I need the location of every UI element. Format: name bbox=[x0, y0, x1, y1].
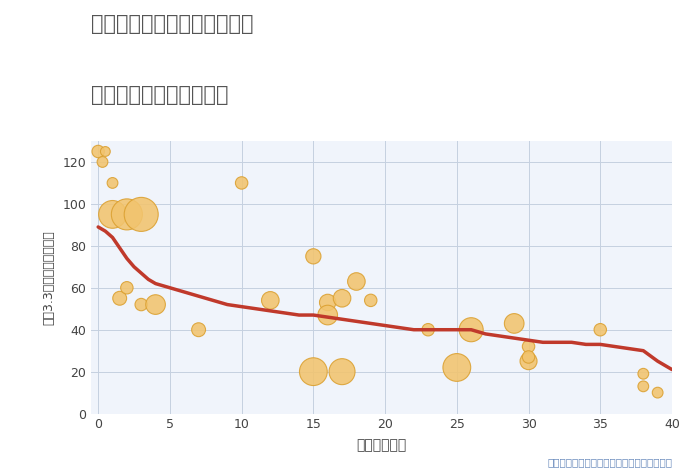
Point bbox=[97, 158, 108, 166]
Point bbox=[193, 326, 204, 334]
Point bbox=[107, 211, 118, 218]
Point bbox=[509, 320, 520, 327]
Point bbox=[136, 211, 147, 218]
Point bbox=[308, 368, 319, 376]
Point bbox=[322, 299, 333, 306]
Y-axis label: 坪（3.3㎡）単価（万円）: 坪（3.3㎡）単価（万円） bbox=[42, 230, 55, 325]
Point bbox=[595, 326, 606, 334]
Point bbox=[523, 357, 534, 365]
Point bbox=[308, 252, 319, 260]
Text: 円の大きさは、取引のあった物件面積を示す: 円の大きさは、取引のあった物件面積を示す bbox=[547, 457, 672, 467]
Point bbox=[265, 297, 276, 304]
Point bbox=[638, 370, 649, 377]
Point bbox=[466, 326, 477, 334]
Point bbox=[337, 295, 348, 302]
Point bbox=[136, 301, 147, 308]
Point bbox=[423, 326, 434, 334]
Text: 三重県桑名市長島町西外面の: 三重県桑名市長島町西外面の bbox=[91, 14, 253, 34]
Text: 築年数別中古戸建て価格: 築年数別中古戸建て価格 bbox=[91, 85, 228, 105]
Point bbox=[523, 353, 534, 361]
Point bbox=[150, 301, 161, 308]
Point bbox=[523, 343, 534, 350]
Point bbox=[365, 297, 377, 304]
Point bbox=[121, 211, 132, 218]
Point bbox=[337, 368, 348, 376]
Point bbox=[652, 389, 664, 396]
Point bbox=[92, 148, 104, 155]
Point bbox=[121, 284, 132, 291]
Point bbox=[114, 295, 125, 302]
Point bbox=[351, 278, 362, 285]
Point bbox=[452, 364, 463, 371]
Point bbox=[99, 148, 111, 155]
Point bbox=[322, 311, 333, 319]
Point bbox=[236, 179, 247, 187]
X-axis label: 築年数（年）: 築年数（年） bbox=[356, 439, 407, 453]
Point bbox=[107, 179, 118, 187]
Point bbox=[638, 383, 649, 390]
